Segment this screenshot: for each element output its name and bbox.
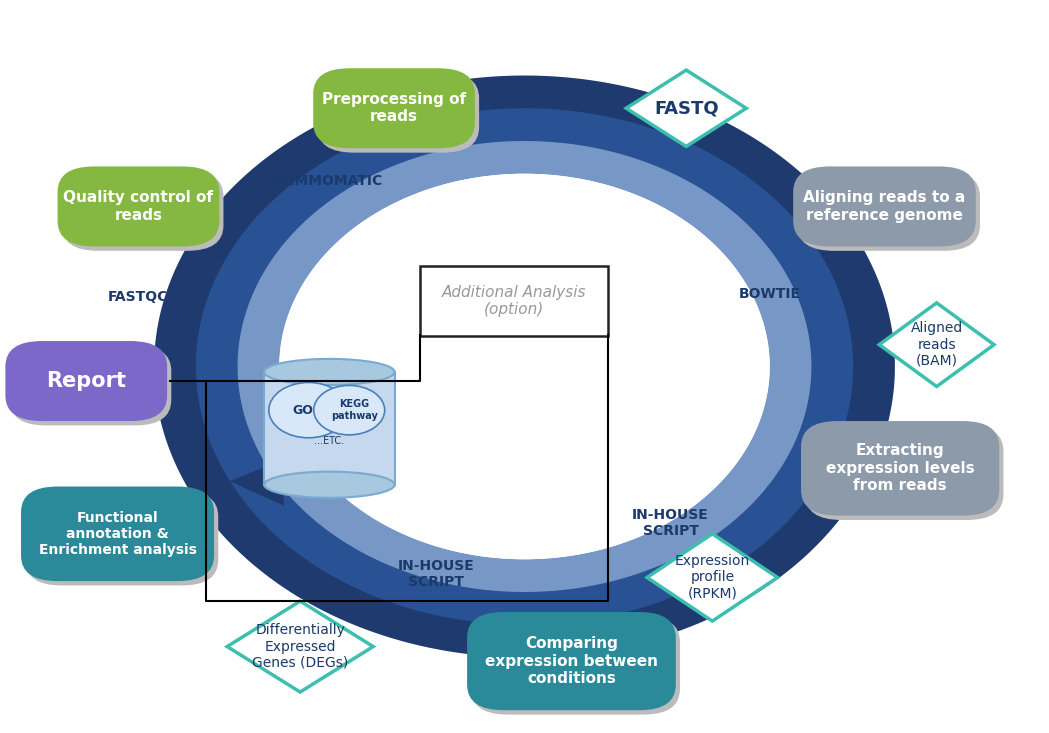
- FancyBboxPatch shape: [793, 166, 976, 246]
- Ellipse shape: [264, 359, 394, 385]
- FancyBboxPatch shape: [62, 171, 223, 251]
- Text: Additional Analysis
(option): Additional Analysis (option): [442, 285, 586, 317]
- Text: Preprocessing of
reads: Preprocessing of reads: [322, 92, 466, 125]
- Text: Quality control of
reads: Quality control of reads: [63, 191, 213, 223]
- Polygon shape: [196, 108, 853, 625]
- Ellipse shape: [279, 174, 770, 559]
- Ellipse shape: [264, 471, 394, 498]
- FancyBboxPatch shape: [467, 612, 676, 710]
- Text: Functional
annotation &
Enrichment analysis: Functional annotation & Enrichment analy…: [39, 511, 196, 557]
- FancyBboxPatch shape: [5, 341, 167, 421]
- Polygon shape: [154, 75, 895, 658]
- FancyBboxPatch shape: [471, 616, 680, 715]
- FancyBboxPatch shape: [58, 166, 219, 246]
- Text: KEGG
pathway: KEGG pathway: [331, 399, 378, 421]
- Polygon shape: [228, 601, 373, 692]
- FancyBboxPatch shape: [264, 372, 394, 485]
- Circle shape: [269, 383, 348, 438]
- Text: FASTQC: FASTQC: [108, 290, 169, 304]
- Text: IN-HOUSE
SCRIPT: IN-HOUSE SCRIPT: [398, 559, 474, 589]
- Polygon shape: [879, 303, 994, 386]
- Text: Expression
profile
(RPKM): Expression profile (RPKM): [675, 554, 750, 600]
- Text: Report: Report: [46, 371, 126, 391]
- Text: Extracting
expression levels
from reads: Extracting expression levels from reads: [826, 443, 975, 493]
- FancyBboxPatch shape: [318, 73, 479, 152]
- Text: ...ETC.: ...ETC.: [315, 435, 344, 446]
- Circle shape: [314, 386, 385, 435]
- FancyBboxPatch shape: [314, 68, 475, 148]
- Text: Comparing
expression between
conditions: Comparing expression between conditions: [485, 636, 658, 686]
- Text: Differentially
Expressed
Genes (DEGs): Differentially Expressed Genes (DEGs): [252, 623, 348, 670]
- FancyBboxPatch shape: [806, 425, 1004, 520]
- Polygon shape: [230, 460, 284, 506]
- Polygon shape: [647, 534, 777, 621]
- FancyBboxPatch shape: [421, 267, 608, 336]
- Text: BOWTIE: BOWTIE: [738, 287, 800, 301]
- Text: GO: GO: [293, 404, 314, 416]
- Polygon shape: [626, 70, 746, 147]
- Text: Aligned
reads
(BAM): Aligned reads (BAM): [911, 322, 963, 368]
- FancyBboxPatch shape: [9, 345, 171, 425]
- FancyBboxPatch shape: [797, 171, 980, 251]
- Text: TRIMMOMATIC: TRIMMOMATIC: [270, 174, 383, 188]
- Text: FASTQ: FASTQ: [654, 99, 719, 117]
- FancyBboxPatch shape: [25, 491, 218, 586]
- Text: IN-HOUSE
SCRIPT: IN-HOUSE SCRIPT: [633, 508, 709, 538]
- FancyBboxPatch shape: [801, 421, 1000, 515]
- Text: Aligning reads to a
reference genome: Aligning reads to a reference genome: [804, 191, 966, 223]
- FancyBboxPatch shape: [21, 487, 214, 581]
